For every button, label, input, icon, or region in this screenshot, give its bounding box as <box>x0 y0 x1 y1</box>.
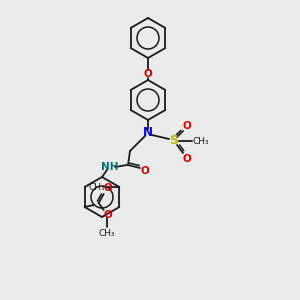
Text: CH₃: CH₃ <box>193 136 209 146</box>
Text: O: O <box>183 121 191 131</box>
Text: O: O <box>144 69 152 79</box>
Text: O: O <box>141 166 149 176</box>
Text: NH: NH <box>101 162 119 172</box>
Text: O: O <box>103 210 112 220</box>
Text: CH₃: CH₃ <box>98 229 115 238</box>
Text: S: S <box>169 134 178 148</box>
Text: CH₃: CH₃ <box>88 182 105 191</box>
Text: O: O <box>183 154 191 164</box>
Text: N: N <box>143 127 153 140</box>
Text: O: O <box>103 183 112 193</box>
